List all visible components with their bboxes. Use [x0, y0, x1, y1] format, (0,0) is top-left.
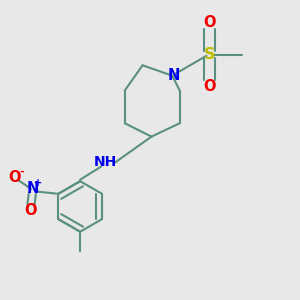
Text: N: N [27, 181, 39, 196]
Text: N: N [168, 68, 180, 82]
Text: O: O [203, 80, 216, 94]
Text: S: S [204, 47, 215, 62]
Text: +: + [34, 178, 42, 188]
Text: NH: NH [94, 155, 117, 169]
Text: O: O [8, 170, 21, 185]
Text: O: O [24, 203, 36, 218]
Text: O: O [203, 15, 216, 30]
Text: -: - [20, 166, 24, 176]
